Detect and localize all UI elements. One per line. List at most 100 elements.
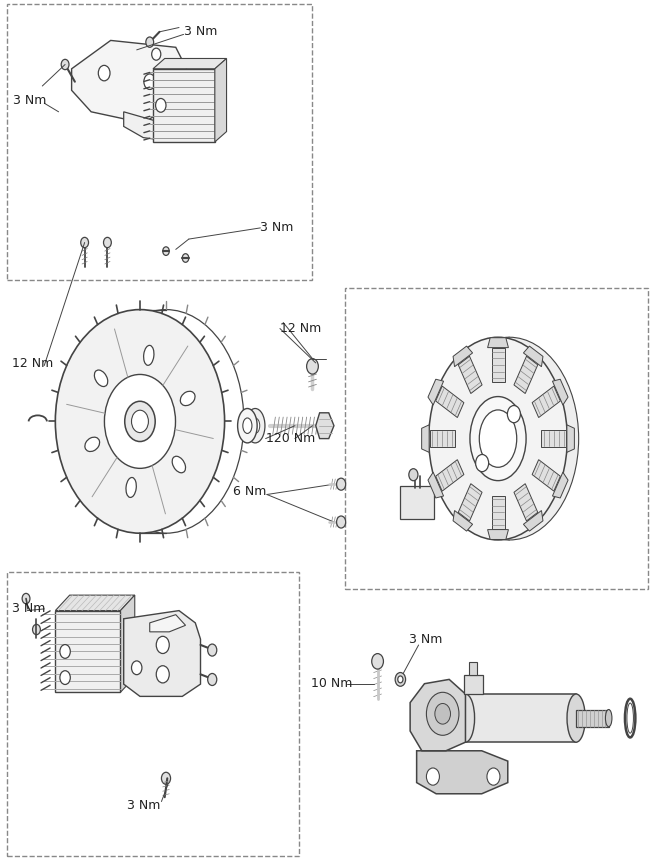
Polygon shape [553, 379, 568, 405]
Bar [576, 710, 609, 727]
Circle shape [476, 454, 489, 471]
Polygon shape [55, 595, 135, 611]
Polygon shape [124, 112, 163, 140]
Circle shape [152, 48, 161, 60]
Ellipse shape [470, 396, 526, 481]
Polygon shape [453, 511, 473, 531]
Circle shape [60, 645, 70, 659]
Text: 12 Nm: 12 Nm [12, 357, 53, 371]
Ellipse shape [429, 337, 567, 540]
Circle shape [104, 374, 176, 469]
Circle shape [81, 237, 89, 248]
Polygon shape [553, 472, 568, 498]
Polygon shape [153, 58, 227, 69]
Polygon shape [436, 459, 464, 491]
Circle shape [409, 469, 418, 481]
Polygon shape [410, 679, 465, 751]
Circle shape [156, 666, 169, 683]
Ellipse shape [126, 477, 136, 497]
Polygon shape [120, 595, 135, 692]
Polygon shape [422, 425, 429, 452]
Polygon shape [514, 483, 538, 521]
Polygon shape [541, 430, 566, 447]
Polygon shape [488, 530, 508, 539]
Polygon shape [492, 348, 505, 382]
Circle shape [337, 516, 346, 528]
Polygon shape [523, 346, 543, 366]
Circle shape [132, 660, 142, 674]
Ellipse shape [172, 457, 186, 473]
Text: 12 Nm: 12 Nm [280, 322, 321, 335]
Circle shape [398, 676, 403, 683]
Ellipse shape [245, 408, 265, 443]
Ellipse shape [605, 710, 612, 727]
Polygon shape [514, 356, 538, 394]
Circle shape [33, 624, 40, 635]
Circle shape [337, 478, 346, 490]
Text: 3 Nm: 3 Nm [409, 633, 442, 647]
Ellipse shape [243, 418, 252, 433]
Polygon shape [428, 472, 443, 498]
Circle shape [22, 593, 30, 604]
Ellipse shape [479, 410, 517, 467]
Circle shape [208, 673, 217, 685]
Circle shape [156, 99, 166, 113]
Text: 3 Nm: 3 Nm [260, 221, 294, 235]
Circle shape [60, 671, 70, 685]
Circle shape [55, 310, 225, 533]
Circle shape [144, 74, 156, 89]
Polygon shape [316, 413, 334, 439]
Polygon shape [488, 338, 508, 347]
Circle shape [104, 237, 111, 248]
Circle shape [125, 402, 155, 441]
Circle shape [132, 410, 148, 433]
Text: 6 Nm: 6 Nm [233, 485, 266, 499]
Circle shape [208, 644, 217, 656]
Circle shape [307, 359, 318, 374]
Bar [465, 694, 576, 742]
Circle shape [426, 768, 439, 785]
Bar [153, 69, 215, 142]
Text: 3 Nm: 3 Nm [13, 94, 46, 108]
Text: 120 Nm: 120 Nm [266, 432, 315, 445]
Ellipse shape [251, 418, 260, 433]
Polygon shape [428, 379, 443, 405]
Polygon shape [532, 386, 561, 418]
Circle shape [426, 692, 459, 735]
Polygon shape [417, 751, 508, 794]
Text: 3 Nm: 3 Nm [12, 602, 45, 616]
Polygon shape [532, 459, 561, 491]
Polygon shape [567, 425, 574, 452]
Ellipse shape [144, 346, 154, 366]
Polygon shape [523, 511, 543, 531]
Polygon shape [492, 495, 505, 529]
Ellipse shape [94, 370, 108, 386]
Circle shape [161, 772, 171, 784]
Ellipse shape [440, 337, 579, 540]
Circle shape [163, 247, 169, 255]
Circle shape [182, 254, 189, 262]
Polygon shape [436, 386, 464, 418]
Circle shape [146, 37, 154, 47]
Polygon shape [453, 346, 473, 366]
Circle shape [507, 406, 520, 423]
Polygon shape [458, 356, 482, 394]
Text: 3 Nm: 3 Nm [184, 25, 217, 39]
Polygon shape [72, 40, 189, 123]
Ellipse shape [180, 391, 195, 406]
Polygon shape [124, 611, 201, 697]
Bar [469, 662, 477, 675]
Text: 10 Nm: 10 Nm [311, 677, 353, 691]
Circle shape [372, 654, 383, 669]
Ellipse shape [456, 694, 475, 742]
Polygon shape [150, 615, 186, 632]
Polygon shape [430, 430, 455, 447]
Polygon shape [458, 483, 482, 521]
Circle shape [487, 768, 500, 785]
Ellipse shape [85, 437, 100, 452]
Bar [400, 486, 434, 519]
Ellipse shape [238, 408, 257, 443]
Circle shape [61, 59, 69, 70]
Circle shape [395, 673, 406, 686]
Circle shape [156, 636, 169, 654]
